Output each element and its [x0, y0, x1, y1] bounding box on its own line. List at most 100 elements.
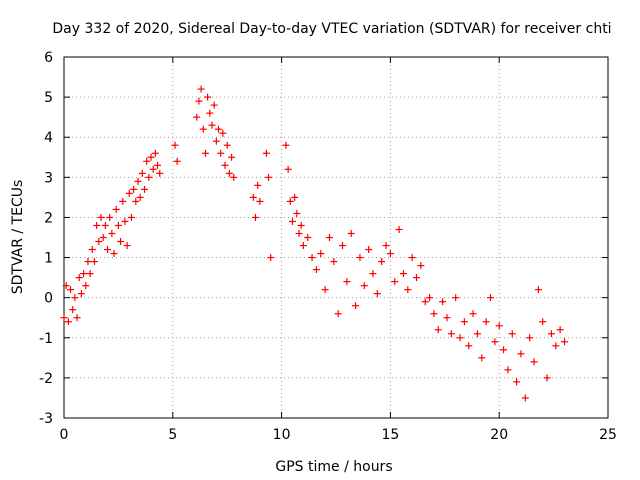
x-tick-label: 15: [381, 427, 399, 443]
data-point: [104, 246, 112, 254]
data-point: [378, 258, 386, 266]
data-point: [97, 213, 105, 221]
data-point: [80, 270, 88, 278]
data-point: [225, 169, 233, 177]
data-point: [197, 85, 205, 93]
data-point: [386, 250, 394, 258]
data-point: [156, 169, 164, 177]
data-point: [465, 342, 473, 350]
data-point: [154, 161, 162, 169]
data-point: [86, 270, 94, 278]
data-point: [67, 286, 75, 294]
data-point: [62, 282, 70, 290]
data-point: [534, 286, 542, 294]
data-point: [112, 205, 120, 213]
data-point: [486, 294, 494, 302]
data-point: [508, 330, 516, 338]
data-point: [456, 334, 464, 342]
data-point: [373, 290, 381, 298]
x-tick-label: 10: [273, 427, 291, 443]
x-tick-label: 25: [599, 427, 617, 443]
y-tick-label: 4: [44, 130, 53, 146]
data-point: [360, 282, 368, 290]
data-point: [101, 221, 109, 229]
data-point: [206, 109, 214, 117]
data-point: [256, 197, 264, 205]
data-point: [125, 189, 133, 197]
data-point: [284, 165, 292, 173]
y-tick-label: 0: [44, 291, 53, 307]
plot-frame: [63, 56, 609, 419]
data-point: [219, 129, 227, 137]
data-point: [452, 294, 460, 302]
y-axis-label: SDTVAR / TECUs: [10, 180, 26, 295]
data-point: [552, 342, 560, 350]
data-point: [88, 246, 96, 254]
data-point: [82, 282, 90, 290]
data-point: [521, 394, 529, 402]
data-point: [127, 213, 135, 221]
y-tick-label: 1: [44, 251, 53, 267]
x-tick-label: 5: [168, 427, 177, 443]
data-point: [210, 101, 218, 109]
data-point: [267, 254, 275, 262]
data-point: [413, 274, 421, 282]
data-point: [343, 278, 351, 286]
data-point: [136, 193, 144, 201]
data-point: [106, 213, 114, 221]
data-point: [295, 229, 303, 237]
y-tick-label: -1: [39, 331, 53, 347]
data-point: [214, 125, 222, 133]
data-point: [530, 358, 538, 366]
data-point: [195, 97, 203, 105]
data-point: [121, 217, 129, 225]
data-point: [460, 318, 468, 326]
data-point: [99, 234, 107, 241]
data-point: [513, 378, 521, 386]
tick-layer: 0 5 10 15 20 25 -3 -2 -1 0 1 2 3 4 5 6: [39, 50, 617, 443]
data-point: [228, 153, 236, 161]
data-point: [119, 197, 127, 205]
data-point: [356, 254, 364, 262]
data-point: [491, 338, 499, 346]
data-point: [265, 173, 273, 181]
data-point: [123, 242, 131, 250]
data-point: [254, 181, 262, 189]
data-point: [60, 314, 68, 322]
x-axis-label: GPS time / hours: [275, 459, 392, 475]
data-point: [173, 157, 181, 165]
y-tick-label: 3: [44, 170, 53, 186]
data-point: [143, 157, 151, 165]
data-point: [93, 221, 101, 229]
data-point: [69, 306, 77, 314]
data-point: [84, 258, 92, 266]
data-point: [482, 318, 490, 326]
data-point: [217, 149, 225, 157]
data-point: [395, 225, 403, 233]
data-point: [230, 173, 238, 181]
data-point: [321, 286, 329, 294]
data-point: [469, 310, 477, 318]
y-tick-label: -3: [39, 411, 53, 427]
data-point: [293, 209, 301, 217]
y-tick-label: -2: [39, 371, 53, 387]
data-point: [308, 254, 316, 262]
data-point: [75, 274, 83, 282]
y-tick-label: 5: [44, 90, 53, 106]
data-point: [262, 149, 270, 157]
data-point: [208, 121, 216, 129]
data-point: [473, 330, 481, 338]
data-point: [249, 193, 257, 201]
data-point: [504, 366, 512, 374]
data-point: [132, 197, 140, 205]
data-point: [325, 234, 333, 241]
data-point: [223, 141, 231, 149]
data-point: [171, 141, 179, 149]
data-point: [282, 141, 290, 149]
data-point: [71, 294, 79, 302]
data-point: [478, 354, 486, 362]
data-point: [500, 346, 508, 354]
data-point: [334, 310, 342, 318]
data-point: [108, 229, 116, 237]
data-point: [317, 250, 325, 258]
